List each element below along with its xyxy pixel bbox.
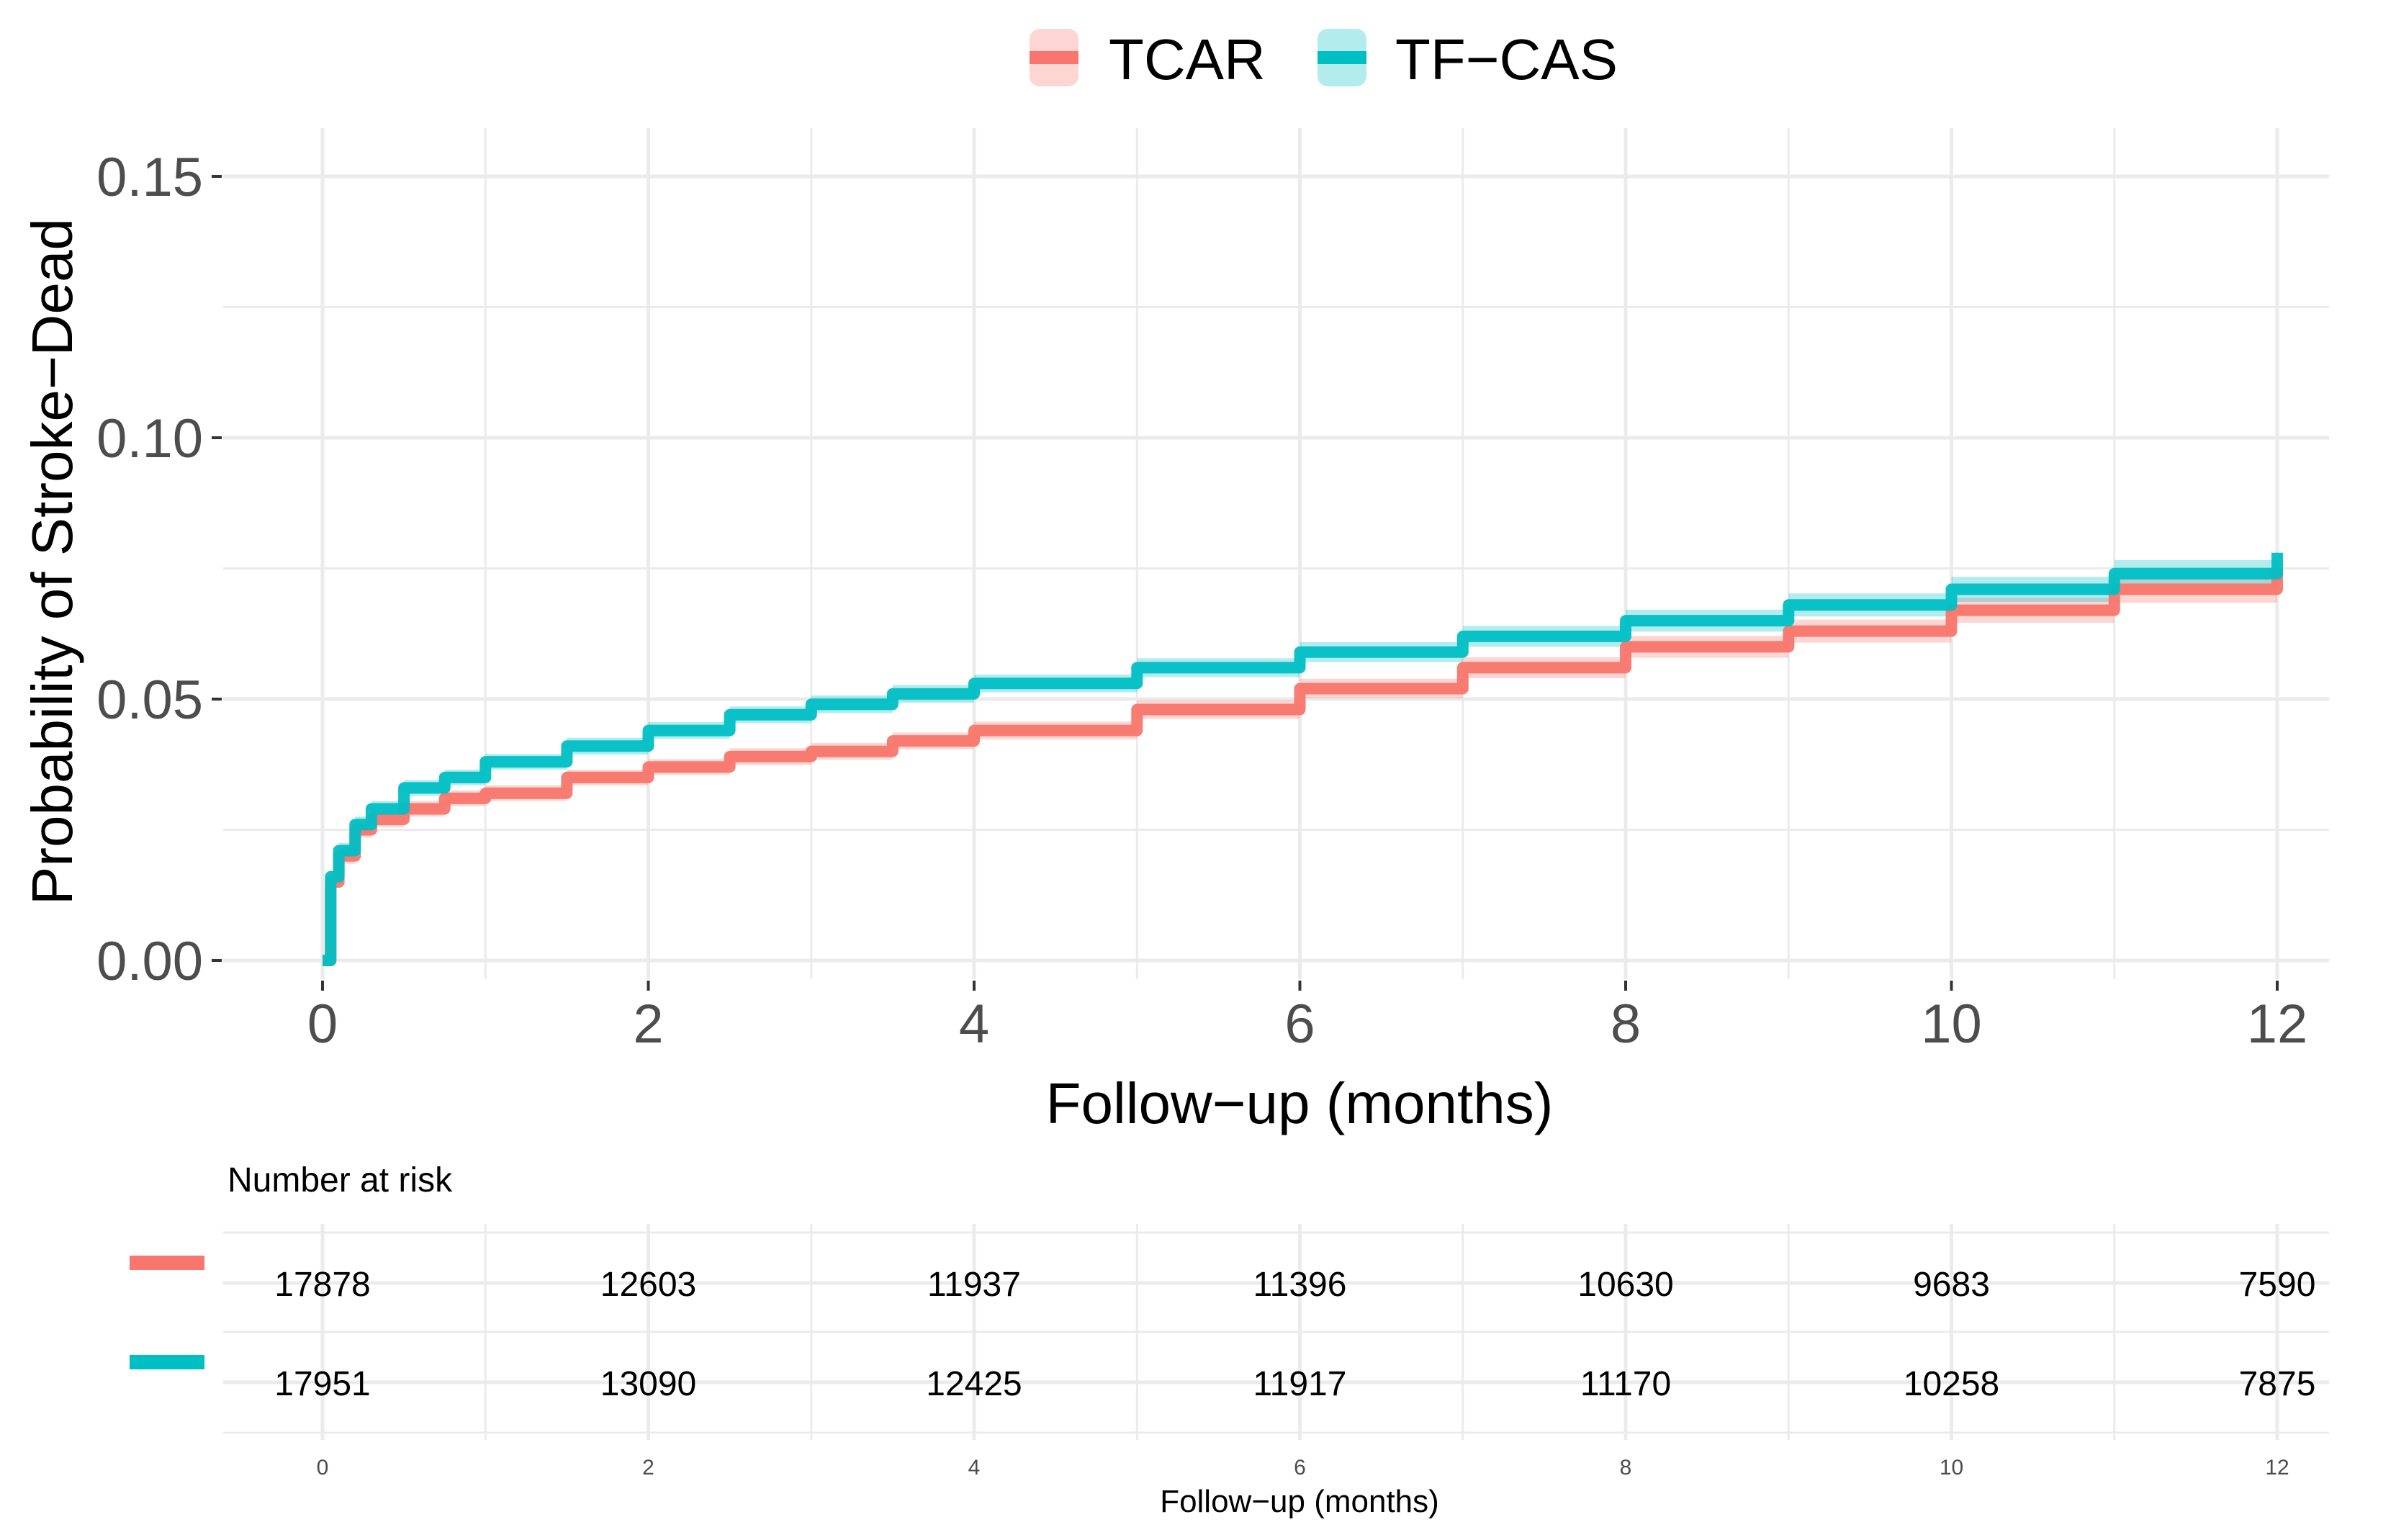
main-series [323, 538, 2283, 966]
risk-count: 11170 [1580, 1365, 1671, 1403]
y-axis-title: Probability of Stroke−Dead [20, 218, 84, 905]
risk-count: 11917 [1253, 1365, 1347, 1403]
risk-count: 17951 [274, 1365, 370, 1403]
risk-count: 13090 [600, 1365, 696, 1403]
risk-time-tick-label: 8 [1620, 1456, 1632, 1480]
x-tick-label: 12 [2247, 994, 2308, 1055]
x-tick-label: 10 [1921, 994, 1982, 1055]
x-tick-label: 6 [1284, 994, 1315, 1055]
risk-row-swatch-tcar [130, 1256, 204, 1270]
legend: TCAR TF−CAS [1030, 27, 1618, 91]
x-tick-label: 0 [307, 994, 338, 1055]
risk-time-tick-label: 10 [1940, 1456, 1963, 1480]
risk-time-tick-label: 2 [642, 1456, 654, 1480]
x-axis-title: Follow−up (months) [1046, 1071, 1554, 1135]
risk-count: 7875 [2239, 1365, 2316, 1403]
risk-time-tick-label: 4 [968, 1456, 981, 1480]
main-grid [223, 128, 2329, 979]
legend-swatch-tfcas-line [1318, 51, 1366, 64]
ci-band-tcar [323, 554, 2277, 960]
legend-label-tfcas: TF−CAS [1395, 27, 1618, 91]
risk-count: 10258 [1904, 1365, 1999, 1403]
risk-count: 17878 [274, 1266, 370, 1304]
risk-count: 7590 [2239, 1266, 2316, 1304]
risk-count: 12603 [600, 1266, 696, 1304]
risk-count: 10630 [1577, 1266, 1673, 1304]
y-tick-label: 0.15 [96, 147, 203, 208]
x-tick-label: 4 [959, 994, 989, 1055]
risk-x-axis-title: Follow−up (months) [1160, 1484, 1439, 1519]
main-axis-ticks: 0.00 0.05 0.10 0.15 0 2 4 6 8 10 12 [96, 147, 2307, 1055]
risk-time-tick-label: 0 [317, 1456, 329, 1480]
risk-table-title: Number at risk [228, 1161, 453, 1199]
risk-time-tick-label: 6 [1294, 1456, 1306, 1480]
y-tick-label: 0.00 [96, 931, 203, 992]
y-tick-label: 0.10 [96, 408, 203, 469]
risk-row-swatch-tfcas [130, 1355, 204, 1369]
y-tick-label: 0.05 [96, 670, 203, 731]
legend-label-tcar: TCAR [1109, 27, 1266, 91]
risk-count: 9683 [1913, 1266, 1990, 1304]
x-tick-label: 2 [633, 994, 663, 1055]
risk-count: 11937 [927, 1266, 1021, 1304]
risk-count: 11396 [1253, 1266, 1347, 1304]
ci-band-tfcas [323, 538, 2277, 960]
series-line-tfcas [323, 552, 2283, 966]
legend-swatch-tcar-line [1030, 51, 1078, 64]
x-tick-label: 8 [1611, 994, 1641, 1055]
risk-grid [223, 1224, 2329, 1440]
risk-time-tick-label: 12 [2265, 1456, 2289, 1480]
risk-table: 17878 12603 11937 11396 10630 9683 7590 17951 13… [130, 1256, 2315, 1480]
risk-count: 12425 [926, 1365, 1022, 1403]
